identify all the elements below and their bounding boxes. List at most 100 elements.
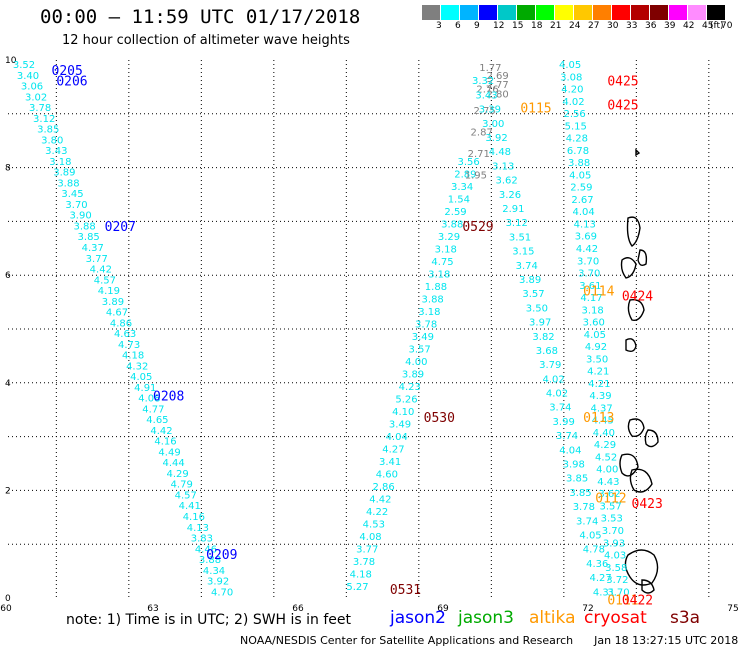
- scale-label: 12: [493, 21, 505, 31]
- data-point: 3.68: [536, 346, 558, 357]
- scale-label: 3: [436, 21, 442, 31]
- time-label: 0425: [607, 99, 638, 114]
- x-tick-label: 60: [0, 604, 12, 614]
- data-point: 4.75: [431, 257, 453, 268]
- data-point: 4.39: [589, 391, 611, 402]
- data-point: 4.05: [569, 170, 591, 181]
- scale-swatch: [517, 5, 535, 20]
- island-outline: [619, 453, 639, 477]
- data-point: 4.29: [167, 469, 189, 480]
- data-point: 2.67: [571, 195, 593, 206]
- scale-label: 70: [721, 21, 733, 31]
- scale-label: 9: [474, 21, 480, 31]
- island-outline: [625, 338, 637, 353]
- data-point: 3.52: [13, 60, 35, 71]
- time-label: 0530: [424, 411, 455, 426]
- data-point: 2.71: [468, 149, 490, 160]
- data-point: 4.37: [82, 243, 104, 254]
- data-point: 3.18: [435, 244, 457, 255]
- data-point: 3.45: [61, 189, 83, 200]
- data-point: 3.29: [438, 232, 460, 243]
- data-point: 4.02: [542, 374, 564, 385]
- data-point: 3.88: [422, 294, 444, 305]
- data-point: 3.74: [556, 431, 578, 442]
- island-outline: [644, 429, 659, 448]
- scale-swatch: [669, 5, 687, 20]
- data-point: 3.18: [49, 157, 71, 168]
- data-point: 3.70: [65, 200, 87, 211]
- data-point: 3.92: [207, 577, 229, 588]
- data-point: 4.31: [593, 587, 615, 598]
- data-point: 4.45: [592, 416, 614, 427]
- footnote: note: 1) Time is in UTC; 2) SWH is in fe…: [66, 612, 352, 628]
- data-point: 4.77: [142, 404, 164, 415]
- data-point: 4.42: [150, 426, 172, 437]
- data-point: 3.61: [579, 281, 601, 292]
- data-point: 3.85: [566, 474, 588, 485]
- data-point: 4.52: [595, 452, 617, 463]
- scale-swatch: [479, 5, 497, 20]
- data-point: 2.89: [454, 169, 476, 180]
- y-tick-label: 2: [5, 486, 11, 496]
- data-point: 4.18: [122, 351, 144, 362]
- data-point: 4.32: [126, 361, 148, 372]
- data-point: 3.89: [402, 369, 424, 380]
- island-outline: [626, 216, 641, 247]
- data-point: 4.49: [158, 447, 180, 458]
- data-point: 3.92: [485, 133, 507, 144]
- data-point: 3.06: [21, 82, 43, 93]
- data-point: 4.20: [561, 85, 583, 96]
- data-point: 3.51: [509, 232, 531, 243]
- scale-swatch: [460, 5, 478, 20]
- data-point: 4.73: [118, 340, 140, 351]
- data-point: 3.60: [583, 318, 605, 329]
- data-point: 3.12: [33, 114, 55, 125]
- time-label: 0423: [632, 497, 663, 512]
- time-label: 0113: [583, 411, 614, 426]
- time-label: 0206: [56, 75, 87, 90]
- data-point: 3.79: [539, 360, 561, 371]
- data-point: 3.39: [479, 105, 501, 116]
- data-point: 3.80: [41, 135, 63, 146]
- data-point: 2.86: [372, 482, 394, 493]
- data-point: 3.62: [495, 176, 517, 187]
- data-point: 4.70: [211, 587, 233, 598]
- data-point: 3.40: [17, 71, 39, 82]
- page-title: 00:00 – 11:59 UTC 01/17/2018: [40, 6, 361, 28]
- time-label: 0424: [622, 290, 653, 305]
- scale-label: 45: [702, 21, 714, 31]
- data-point: 3.13: [492, 161, 514, 172]
- legend-cryosat: cryosat: [584, 608, 647, 628]
- data-point: 4.02: [562, 97, 584, 108]
- time-label: 0529: [462, 220, 493, 235]
- data-point: 3.58: [605, 563, 627, 574]
- y-tick-label: 8: [5, 164, 11, 174]
- data-point: 3.74: [516, 261, 538, 272]
- data-point: 3.90: [69, 211, 91, 222]
- data-point: 4.08: [138, 394, 160, 405]
- scale-swatch: [574, 5, 592, 20]
- scale-label: 6: [455, 21, 461, 31]
- data-point: 4.67: [106, 308, 128, 319]
- data-point: 3.88: [199, 555, 221, 566]
- data-point: 3.89: [102, 297, 124, 308]
- data-point: 3.89: [519, 275, 541, 286]
- data-point: 3.70: [578, 269, 600, 280]
- data-point: 4.19: [98, 286, 120, 297]
- scale-label: 21: [550, 21, 562, 31]
- data-point: 3.88: [441, 219, 463, 230]
- data-point: 3.43: [475, 90, 497, 101]
- data-point: 4.27: [382, 444, 404, 455]
- time-label: 0205: [52, 64, 83, 79]
- data-point: 4.02: [546, 389, 568, 400]
- data-point: 4.13: [187, 523, 209, 534]
- legend-jason2: jason2: [390, 608, 446, 628]
- data-point: 1.95: [465, 170, 487, 181]
- data-point: 4.04: [572, 207, 594, 218]
- scale-swatch: [498, 5, 516, 20]
- data-point: 3.49: [412, 332, 434, 343]
- data-point: 2.56: [563, 109, 585, 120]
- data-point: 4.44: [162, 458, 184, 469]
- data-point: 4.92: [585, 342, 607, 353]
- data-point: 3.18: [418, 307, 440, 318]
